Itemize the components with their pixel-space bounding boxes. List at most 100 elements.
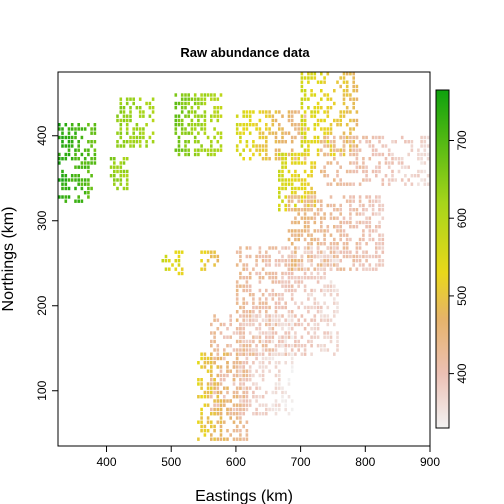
heatmap-cell bbox=[284, 263, 287, 267]
heatmap-cell bbox=[342, 131, 346, 135]
heatmap-cell bbox=[200, 424, 203, 429]
heatmap-cell bbox=[303, 110, 307, 114]
heatmap-cell bbox=[216, 97, 220, 101]
heatmap-cell bbox=[352, 259, 355, 263]
heatmap-cell bbox=[365, 140, 368, 144]
heatmap-cell bbox=[300, 161, 304, 165]
heatmap-cell bbox=[420, 178, 423, 182]
heatmap-cell bbox=[284, 186, 287, 191]
heatmap-cell bbox=[174, 127, 178, 131]
heatmap-cell bbox=[261, 301, 265, 305]
heatmap-cell bbox=[197, 118, 200, 123]
heatmap-cell bbox=[187, 152, 190, 157]
heatmap-cell bbox=[320, 80, 323, 84]
heatmap-cell bbox=[83, 165, 87, 169]
heatmap-cell bbox=[349, 152, 352, 157]
heatmap-cell bbox=[381, 263, 385, 267]
heatmap-cell bbox=[333, 242, 336, 246]
heatmap-cell bbox=[200, 420, 203, 424]
heatmap-cell bbox=[290, 178, 294, 182]
heatmap-cell bbox=[303, 276, 307, 280]
heatmap-cell bbox=[342, 144, 346, 148]
heatmap-cell bbox=[80, 127, 84, 131]
heatmap-cell bbox=[70, 123, 74, 127]
heatmap-cell bbox=[258, 271, 262, 276]
heatmap-cell bbox=[333, 203, 336, 208]
heatmap-cell bbox=[242, 327, 245, 331]
heatmap-cell bbox=[239, 152, 242, 157]
heatmap-cell bbox=[303, 195, 307, 199]
heatmap-cell bbox=[358, 259, 362, 263]
heatmap-cell bbox=[80, 186, 84, 191]
heatmap-cell bbox=[368, 144, 372, 148]
heatmap-cell bbox=[184, 101, 187, 106]
heatmap-cell bbox=[255, 395, 258, 399]
heatmap-cell bbox=[378, 165, 381, 169]
heatmap-cell bbox=[235, 348, 239, 352]
heatmap-cell bbox=[248, 378, 252, 382]
heatmap-cell bbox=[61, 178, 64, 182]
heatmap-cell bbox=[310, 174, 313, 178]
heatmap-cell bbox=[219, 407, 223, 412]
heatmap-cell bbox=[290, 297, 294, 301]
heatmap-cell bbox=[90, 127, 93, 131]
heatmap-cell bbox=[375, 165, 378, 169]
heatmap-cell bbox=[265, 263, 268, 267]
heatmap-cell bbox=[206, 386, 210, 390]
heatmap-cell bbox=[242, 382, 245, 386]
heatmap-cell bbox=[216, 318, 220, 322]
heatmap-cell bbox=[339, 237, 342, 242]
heatmap-cell bbox=[323, 118, 326, 123]
heatmap-cell bbox=[287, 284, 291, 288]
heatmap-cell bbox=[342, 80, 346, 84]
heatmap-cell bbox=[310, 199, 313, 203]
heatmap-cell bbox=[313, 229, 317, 233]
heatmap-cell bbox=[342, 135, 346, 140]
heatmap-cell bbox=[342, 250, 346, 254]
heatmap-cell bbox=[310, 242, 313, 246]
heatmap-cell bbox=[177, 123, 181, 127]
heatmap-cell bbox=[378, 233, 381, 237]
heatmap-cell bbox=[58, 157, 61, 161]
heatmap-cell bbox=[342, 152, 346, 157]
heatmap-cell bbox=[349, 161, 352, 165]
heatmap-cell bbox=[281, 327, 284, 331]
heatmap-cell bbox=[278, 403, 281, 407]
heatmap-cell bbox=[93, 152, 97, 157]
heatmap-cell bbox=[80, 178, 84, 182]
heatmap-cell bbox=[271, 348, 275, 352]
heatmap-cell bbox=[300, 267, 304, 271]
heatmap-cell bbox=[258, 322, 262, 327]
heatmap-cell bbox=[242, 127, 245, 131]
heatmap-cell bbox=[83, 148, 87, 152]
heatmap-cell bbox=[352, 182, 355, 186]
heatmap-cell bbox=[349, 110, 352, 114]
heatmap-cell bbox=[125, 101, 129, 106]
heatmap-cell bbox=[294, 322, 297, 327]
heatmap-cell bbox=[326, 131, 330, 135]
heatmap-cell bbox=[387, 165, 391, 169]
heatmap-cell bbox=[329, 339, 333, 344]
heatmap-cell bbox=[329, 263, 333, 267]
heatmap-cell bbox=[391, 140, 394, 144]
heatmap-cell bbox=[349, 140, 352, 144]
heatmap-cell bbox=[67, 186, 71, 191]
heatmap-cell bbox=[226, 437, 229, 441]
heatmap-cell bbox=[339, 165, 342, 169]
heatmap-cell bbox=[294, 203, 297, 208]
heatmap-cell bbox=[313, 318, 317, 322]
heatmap-cell bbox=[371, 148, 375, 152]
heatmap-cell bbox=[83, 161, 87, 165]
heatmap-cell bbox=[320, 97, 323, 101]
heatmap-cell bbox=[87, 178, 90, 182]
heatmap-cell bbox=[290, 148, 294, 152]
heatmap-cell bbox=[417, 157, 420, 161]
heatmap-cell bbox=[307, 144, 310, 148]
heatmap-cell bbox=[303, 212, 307, 216]
heatmap-cell bbox=[310, 237, 313, 242]
heatmap-cell bbox=[200, 352, 203, 356]
heatmap-cell bbox=[129, 106, 132, 110]
heatmap-cell bbox=[329, 152, 333, 157]
heatmap-cell bbox=[294, 186, 297, 191]
heatmap-cell bbox=[265, 339, 268, 344]
